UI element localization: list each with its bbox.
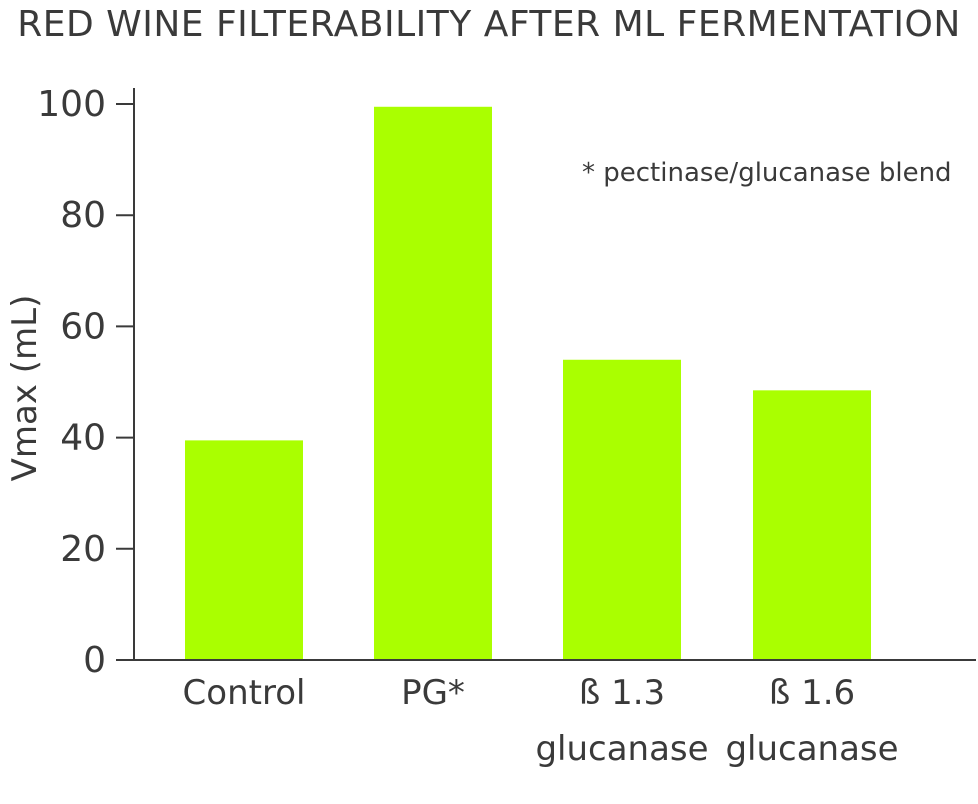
chart-annotation: * pectinase/glucanase blend [582,158,952,188]
chart-title: RED WINE FILTERABILITY AFTER ML FERMENTA… [17,4,961,45]
bar [185,440,303,660]
y-tick-label: 100 [37,84,106,125]
y-tick-label: 0 [83,640,106,681]
y-tick-label: 80 [60,195,106,236]
x-category-label: PG* [401,673,465,713]
bar [374,106,492,660]
x-category-label: glucanase [725,729,898,769]
y-tick-label: 20 [60,529,106,570]
y-axis-title: Vmax (mL) [5,295,45,482]
bars [185,106,871,660]
bar [563,359,681,660]
x-category-label: Control [183,673,306,713]
bar [753,390,871,660]
y-tick-label: 60 [60,306,106,347]
axes [116,88,976,661]
y-tick-label: 40 [60,418,106,459]
y-axis-ticks: 0 20 40 60 80 100 [37,84,134,681]
x-category-label: ß 1.6 [769,673,855,713]
x-category-label: ß 1.3 [579,673,665,713]
x-category-label: glucanase [535,729,708,769]
x-axis-categories: Control PG* ß 1.3 glucanase ß 1.6 glucanase [183,673,899,769]
